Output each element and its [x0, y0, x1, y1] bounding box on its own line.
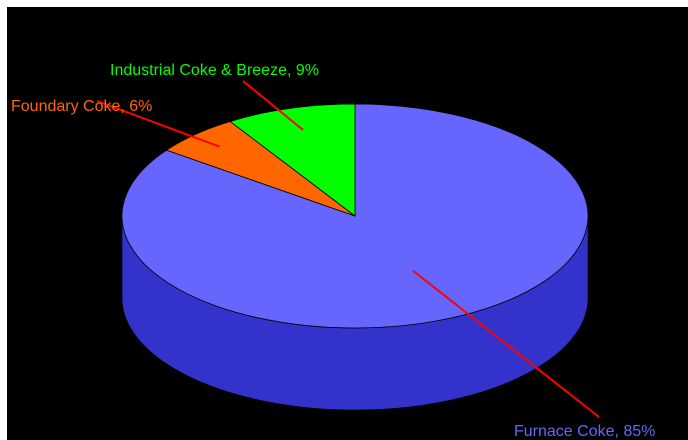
leader-line-furnace-coke — [412, 270, 600, 418]
leader-lines — [96, 80, 600, 418]
pie-slice-industrial-coke — [229, 103, 356, 217]
pie-chart: Furnace Coke, 85% Foundary Coke, 6% Indu… — [11, 62, 655, 440]
leader-line-foundary-coke — [96, 100, 220, 148]
pie-top-layer — [121, 103, 589, 329]
slice-label-furnace-coke: Furnace Coke, 85% — [514, 423, 655, 440]
slice-label-foundary-coke: Foundary Coke, 6% — [11, 98, 152, 115]
slice-label-industrial-coke: Industrial Coke & Breeze, 9% — [110, 62, 319, 79]
chart-area: Furnace Coke, 85% Foundary Coke, 6% Indu… — [7, 7, 688, 440]
leader-line-industrial-coke — [242, 80, 304, 131]
slice-labels: Furnace Coke, 85% Foundary Coke, 6% Indu… — [11, 62, 655, 440]
